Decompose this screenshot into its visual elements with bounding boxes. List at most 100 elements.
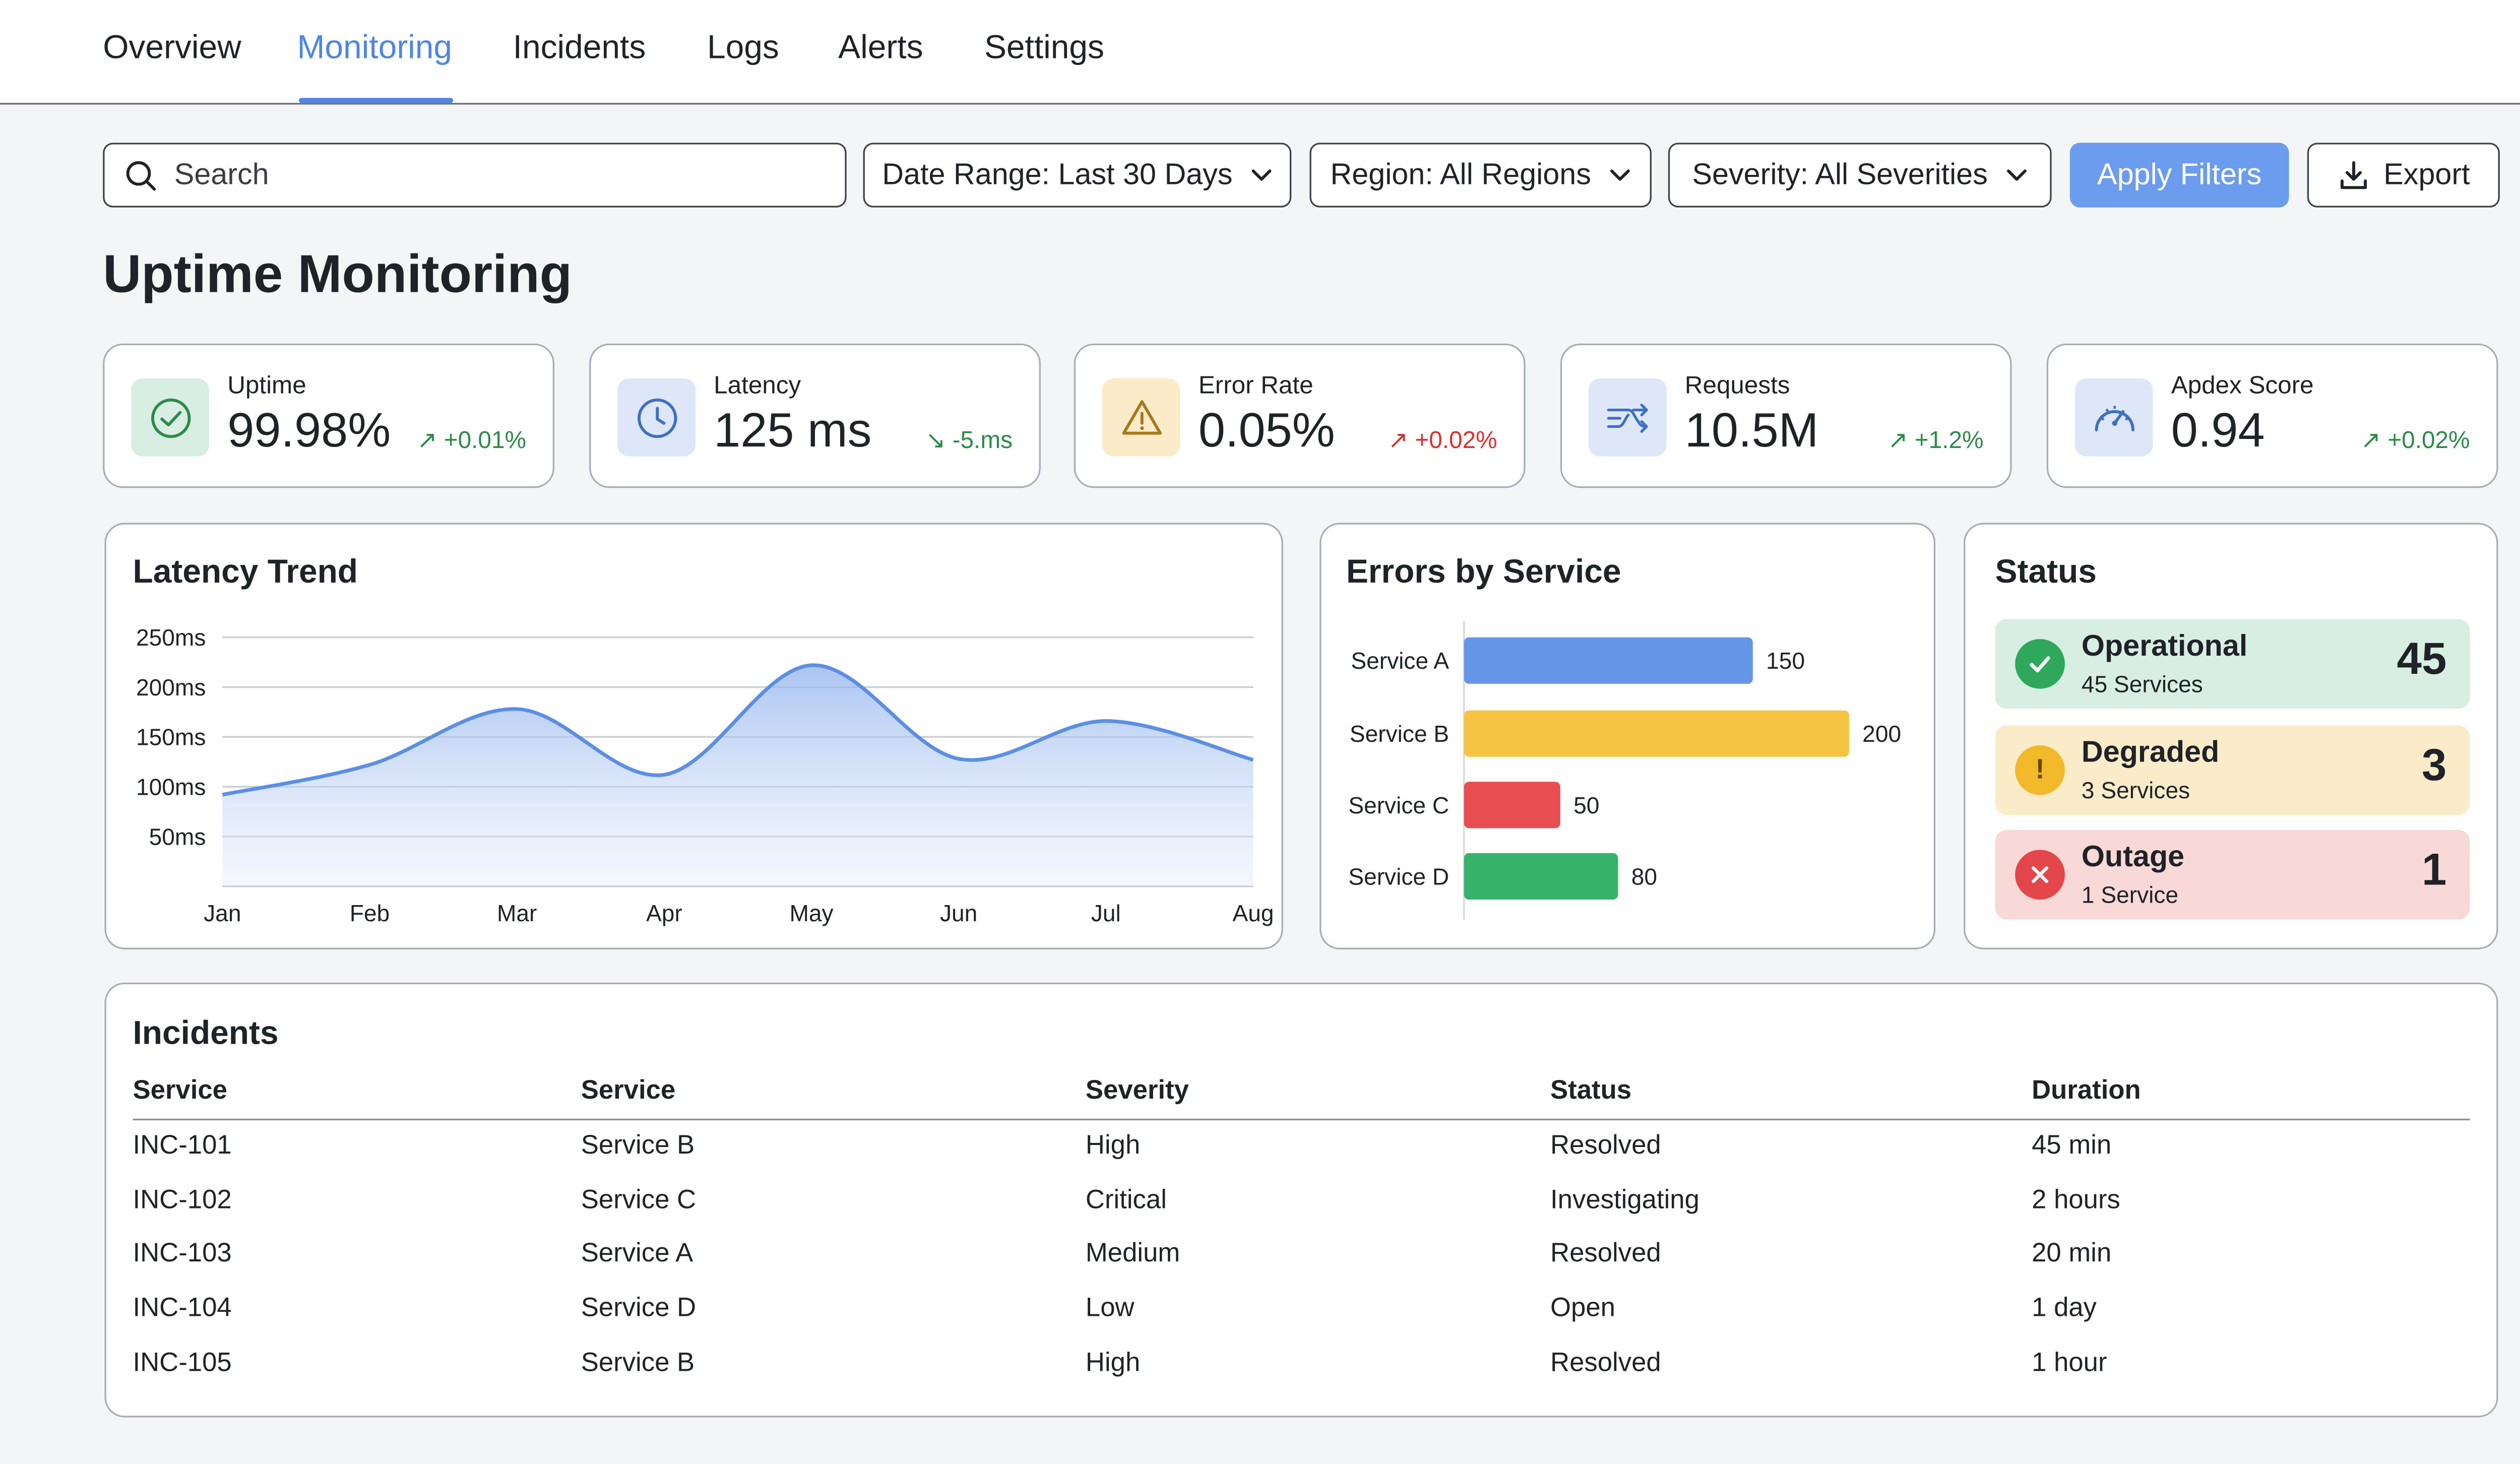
errors-by-service-panel: Errors by Service Service A 150 Service B 2… xyxy=(1319,523,1936,949)
cell-severity: Critical xyxy=(1085,1186,1167,1215)
column-header[interactable]: Duration xyxy=(2032,1077,2141,1106)
bar-service-d[interactable] xyxy=(1464,853,1618,900)
arrow-up-right-icon: ↗ xyxy=(1887,428,1908,455)
region-dropdown[interactable]: Region: All Regions xyxy=(1309,143,1652,208)
kpi-card-requests: Requests 10.5M ↗ +1.2% xyxy=(1560,343,2012,488)
tab-settings[interactable]: Settings xyxy=(984,30,1104,67)
top-nav: Overview Monitoring Incidents Logs Alert… xyxy=(0,0,2520,105)
bar-category-label: Service D xyxy=(1348,863,1449,889)
tab-monitoring[interactable]: Monitoring xyxy=(297,30,453,67)
y-tick-label: 150ms xyxy=(136,724,206,750)
cell-id: INC-102 xyxy=(133,1186,232,1215)
cell-severity: High xyxy=(1085,1349,1141,1378)
tab-incidents[interactable]: Incidents xyxy=(513,30,646,67)
incidents-title: Incidents xyxy=(133,1015,279,1053)
arrow-up-right-icon: ↗ xyxy=(417,428,437,455)
incidents-panel: Incidents Service Service Severity Statu… xyxy=(104,982,2498,1418)
search-placeholder: Search xyxy=(174,157,269,191)
exclamation-icon: ! xyxy=(2015,745,2065,795)
status-sub: 3 Services xyxy=(2081,777,2190,804)
tab-overview[interactable]: Overview xyxy=(103,30,241,67)
bar-value-label: 50 xyxy=(1573,792,1599,818)
kpi-delta: ↗ +0.02% xyxy=(1388,428,1497,455)
column-header[interactable]: Service xyxy=(581,1077,676,1106)
cell-duration: 2 hours xyxy=(2032,1186,2120,1215)
bar-value-label: 200 xyxy=(1862,721,1901,747)
latency-line xyxy=(222,663,1254,797)
cell-duration: 45 min xyxy=(2032,1132,2112,1161)
cell-status: Resolved xyxy=(1550,1349,1661,1378)
column-header[interactable]: Status xyxy=(1550,1077,1632,1106)
kpi-value: 125 ms xyxy=(714,405,872,458)
bar-service-c[interactable] xyxy=(1464,782,1560,829)
gauge-icon xyxy=(2074,378,2153,457)
cell-status: Investigating xyxy=(1550,1186,1699,1215)
kpi-label: Uptime xyxy=(227,371,306,400)
status-outage[interactable]: Outage 1 Service 1 xyxy=(1995,830,2470,920)
date-range-label: Date Range: Last 30 Days xyxy=(882,157,1233,191)
cell-duration: 1 hour xyxy=(2032,1349,2107,1378)
search-input[interactable]: Search xyxy=(103,143,847,208)
chevron-down-icon xyxy=(1609,169,1629,181)
x-tick-label: Feb xyxy=(350,900,390,926)
x-tick-label: Apr xyxy=(646,900,682,926)
cell-id: INC-103 xyxy=(133,1240,232,1268)
warning-triangle-icon xyxy=(1102,378,1180,457)
x-icon xyxy=(2015,850,2065,900)
export-button[interactable]: Export xyxy=(2307,143,2500,208)
status-count: 1 xyxy=(2421,845,2447,895)
kpi-label: Apdex Score xyxy=(2171,371,2314,400)
severity-dropdown[interactable]: Severity: All Severities xyxy=(1668,143,2052,208)
cell-service: Service A xyxy=(581,1240,694,1268)
cell-duration: 1 day xyxy=(2032,1294,2097,1323)
date-range-dropdown[interactable]: Date Range: Last 30 Days xyxy=(863,143,1292,208)
x-tick-label: Mar xyxy=(497,900,537,926)
header-divider xyxy=(133,1118,2470,1121)
cell-id: INC-104 xyxy=(133,1294,232,1323)
kpi-value: 99.98% xyxy=(227,405,391,458)
status-sub: 45 Services xyxy=(2081,670,2203,697)
x-tick-label: May xyxy=(789,900,833,926)
x-tick-label: Jan xyxy=(204,900,241,926)
kpi-label: Latency xyxy=(714,371,801,400)
kpi-value: 0.94 xyxy=(2171,405,2265,458)
bar-value-label: 150 xyxy=(1766,648,1805,674)
bar-service-a[interactable] xyxy=(1464,637,1753,684)
kpi-card-uptime: Uptime 99.98% ↗ +0.01% xyxy=(103,343,554,488)
arrow-up-right-icon: ↗ xyxy=(1388,428,1409,455)
errors-by-service-chart: Service A 150 Service B 200 Service C 50 Servi… xyxy=(1348,620,1901,920)
bar-category-label: Service C xyxy=(1348,792,1449,818)
status-panel: Status Operational 45 Services 45 ! Degr… xyxy=(1964,523,2498,949)
kpi-value: 0.05% xyxy=(1198,405,1335,458)
tab-logs[interactable]: Logs xyxy=(707,30,779,67)
bar-service-b[interactable] xyxy=(1464,710,1849,757)
check-circle-icon xyxy=(131,378,209,457)
column-header[interactable]: Service xyxy=(133,1077,227,1106)
status-operational[interactable]: Operational 45 Services 45 xyxy=(1995,619,2470,709)
y-tick-label: 250ms xyxy=(136,624,206,651)
kpi-delta: ↘ -5.ms xyxy=(925,428,1013,455)
chevron-down-icon xyxy=(2006,169,2026,181)
status-count: 3 xyxy=(2421,740,2447,790)
status-name: Operational xyxy=(2081,629,2248,663)
status-degraded[interactable]: ! Degraded 3 Services 3 xyxy=(1995,725,2470,815)
tab-alerts[interactable]: Alerts xyxy=(838,30,923,67)
cell-status: Resolved xyxy=(1550,1240,1661,1268)
status-name: Degraded xyxy=(2081,735,2220,769)
x-tick-label: Aug xyxy=(1233,900,1274,926)
arrow-down-right-icon: ↘ xyxy=(925,428,946,455)
cell-severity: Medium xyxy=(1085,1240,1180,1268)
apply-filters-button[interactable]: Apply Filters xyxy=(2069,143,2289,208)
column-header[interactable]: Severity xyxy=(1085,1077,1189,1106)
status-title: Status xyxy=(1995,554,2097,591)
cell-severity: High xyxy=(1085,1132,1141,1161)
latency-trend-title: Latency Trend xyxy=(133,554,358,591)
severity-label: Severity: All Severities xyxy=(1692,157,1988,191)
active-tab-indicator xyxy=(298,98,454,103)
latency-trend-panel: Latency Trend 50ms 100ms 150ms 200ms 250ms Ja… xyxy=(104,523,1283,949)
page-title: Uptime Monitoring xyxy=(103,244,572,304)
cell-status: Open xyxy=(1550,1294,1615,1323)
latency-area xyxy=(222,665,1253,886)
cell-service: Service D xyxy=(581,1294,697,1323)
kpi-card-error-rate: Error Rate 0.05% ↗ +0.02% xyxy=(1074,343,1526,488)
